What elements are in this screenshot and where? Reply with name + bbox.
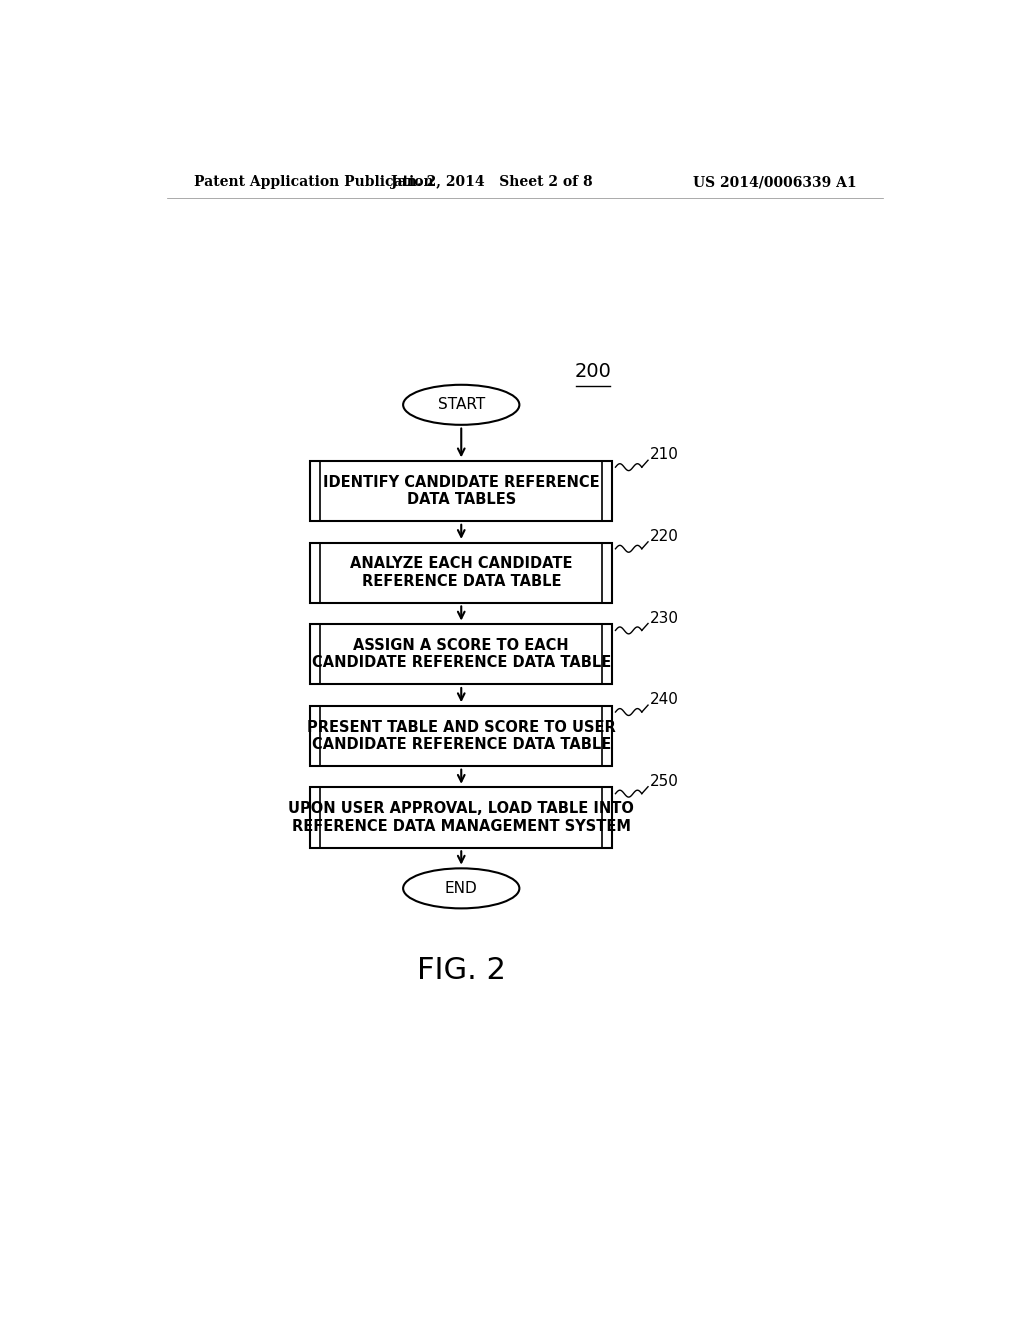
Text: 210: 210	[649, 447, 679, 462]
Text: END: END	[444, 880, 477, 896]
Ellipse shape	[403, 385, 519, 425]
Text: Patent Application Publication: Patent Application Publication	[194, 176, 433, 189]
Text: ASSIGN A SCORE TO EACH
CANDIDATE REFERENCE DATA TABLE: ASSIGN A SCORE TO EACH CANDIDATE REFEREN…	[311, 638, 611, 671]
Text: 250: 250	[649, 774, 679, 789]
Bar	[310, 543, 612, 603]
Text: Jan. 2, 2014   Sheet 2 of 8: Jan. 2, 2014 Sheet 2 of 8	[391, 176, 593, 189]
Text: START: START	[437, 397, 485, 412]
Text: 200: 200	[574, 363, 611, 381]
Bar	[310, 624, 612, 684]
Bar	[310, 706, 612, 766]
Ellipse shape	[403, 869, 519, 908]
Text: 240: 240	[649, 692, 679, 708]
Text: ANALYZE EACH CANDIDATE
REFERENCE DATA TABLE: ANALYZE EACH CANDIDATE REFERENCE DATA TA…	[350, 557, 572, 589]
Text: 220: 220	[649, 529, 679, 544]
Text: FIG. 2: FIG. 2	[417, 956, 506, 985]
Bar	[310, 461, 612, 521]
Bar	[310, 788, 612, 847]
Text: PRESENT TABLE AND SCORE TO USER
CANDIDATE REFERENCE DATA TABLE: PRESENT TABLE AND SCORE TO USER CANDIDAT…	[307, 719, 615, 752]
Text: UPON USER APPROVAL, LOAD TABLE INTO
REFERENCE DATA MANAGEMENT SYSTEM: UPON USER APPROVAL, LOAD TABLE INTO REFE…	[289, 801, 634, 834]
Text: US 2014/0006339 A1: US 2014/0006339 A1	[693, 176, 856, 189]
Text: IDENTIFY CANDIDATE REFERENCE
DATA TABLES: IDENTIFY CANDIDATE REFERENCE DATA TABLES	[323, 475, 600, 507]
Text: 230: 230	[649, 611, 679, 626]
